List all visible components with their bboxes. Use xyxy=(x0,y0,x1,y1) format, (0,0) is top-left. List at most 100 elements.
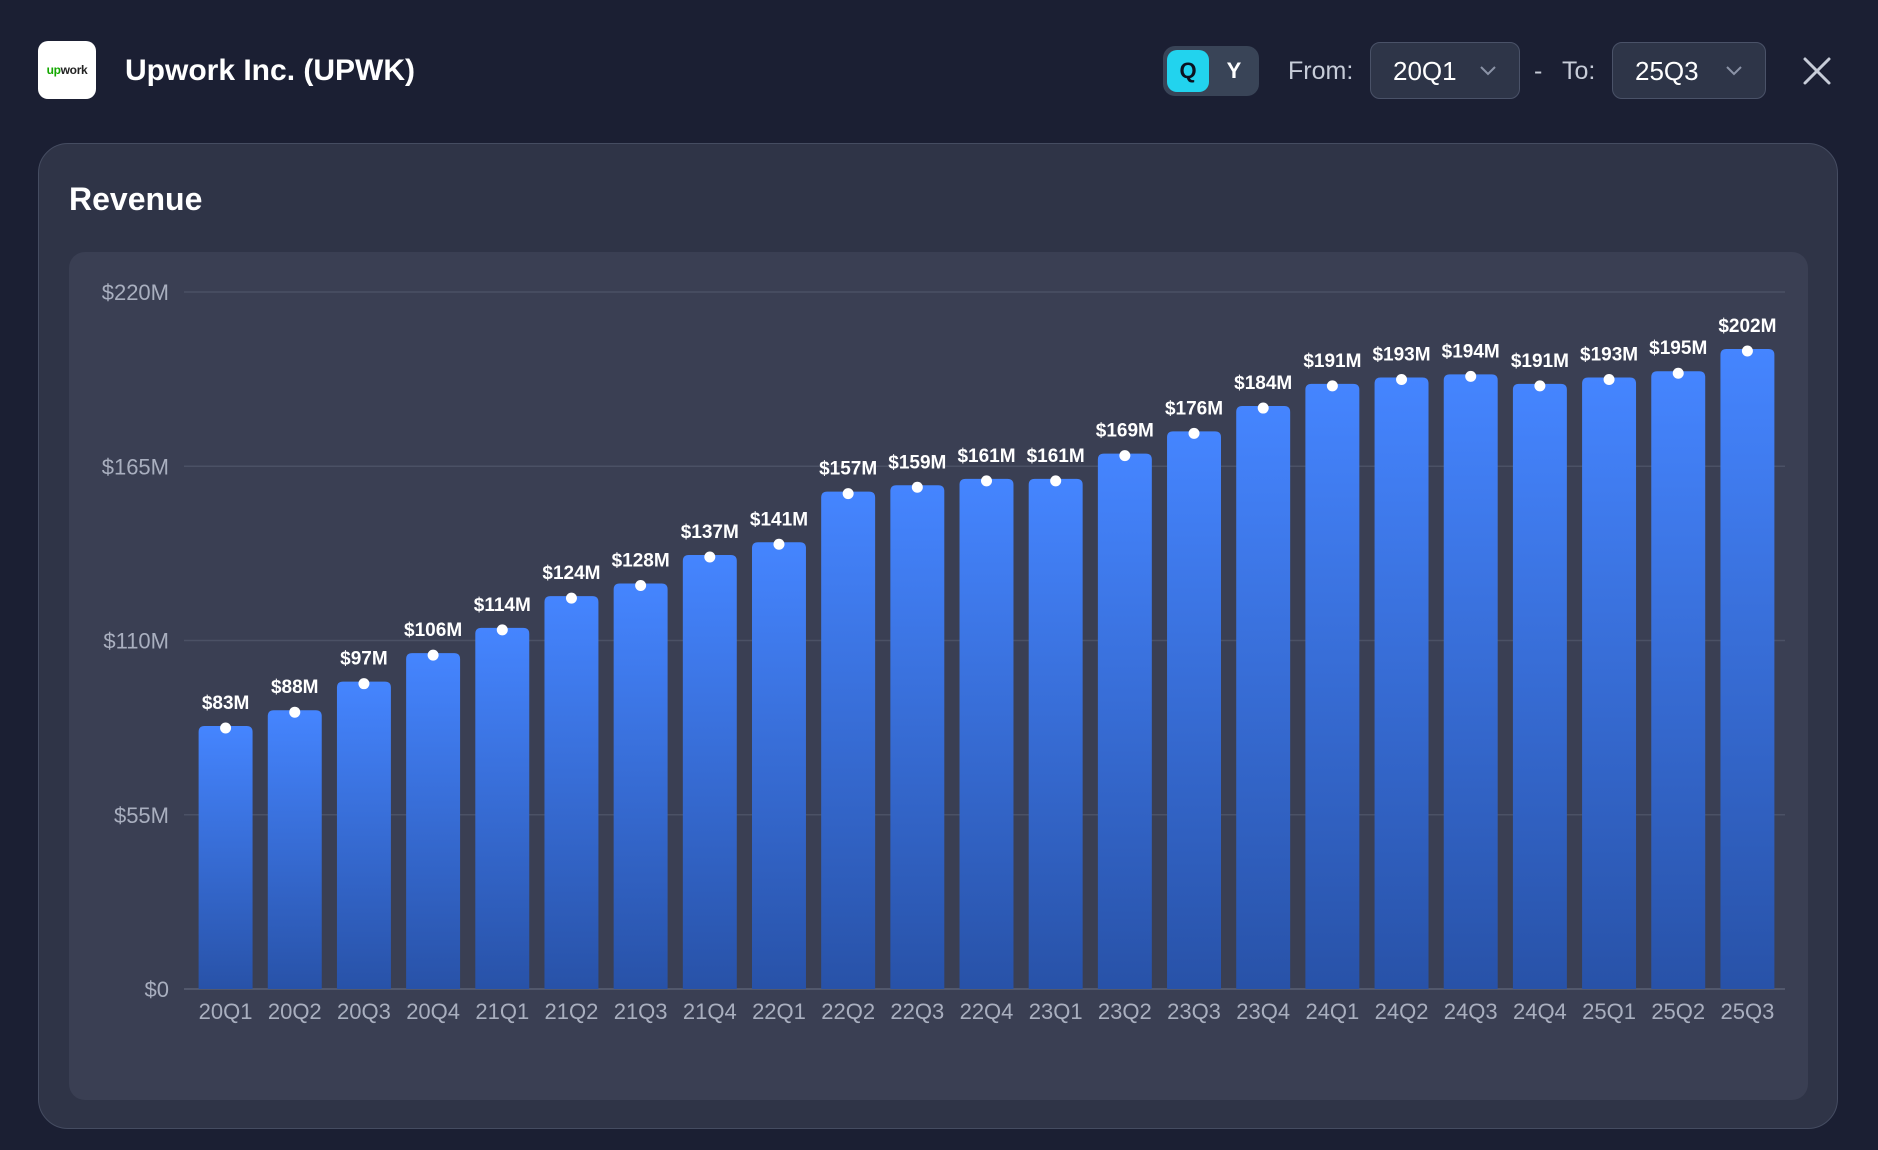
bar-point xyxy=(1188,427,1200,439)
bar-point xyxy=(981,475,992,487)
bar-point xyxy=(358,678,370,690)
x-tick-label: 23Q1 xyxy=(1029,999,1083,1024)
chevron-down-icon xyxy=(1726,66,1742,76)
bar xyxy=(613,583,668,989)
x-tick-label: 24Q2 xyxy=(1375,999,1429,1024)
y-tick-label: $0 xyxy=(145,977,169,1002)
bar-point xyxy=(1257,402,1269,414)
bar-point xyxy=(1050,475,1062,487)
data-label: $193M xyxy=(1580,345,1638,366)
range-separator: - xyxy=(1534,57,1543,85)
bar xyxy=(406,653,461,989)
toggle-yearly-button[interactable]: Y xyxy=(1226,58,1242,83)
bar-point xyxy=(1396,374,1408,386)
x-tick-label: 22Q3 xyxy=(890,999,944,1024)
data-label: $202M xyxy=(1718,316,1776,337)
chevron-down-icon xyxy=(1480,66,1496,76)
x-tick-label: 25Q2 xyxy=(1651,999,1705,1024)
x-tick-label: 22Q4 xyxy=(960,999,1014,1024)
company-title: Upwork Inc. (UPWK) xyxy=(125,54,415,87)
data-label: $194M xyxy=(1442,341,1500,362)
bar-point xyxy=(773,538,785,550)
to-select[interactable]: 25Q3 xyxy=(1612,42,1766,99)
bar xyxy=(1374,377,1429,989)
data-label: $97M xyxy=(340,649,388,670)
bar-point xyxy=(1603,374,1615,386)
bar-point xyxy=(1326,380,1338,392)
logo-text-work: work xyxy=(60,63,88,77)
bar-point xyxy=(635,579,647,591)
x-tick-label: 25Q3 xyxy=(1720,999,1774,1024)
data-label: $176M xyxy=(1165,398,1223,419)
x-tick-label: 21Q4 xyxy=(683,999,737,1024)
bar xyxy=(1720,349,1775,989)
to-label: To: xyxy=(1562,57,1596,85)
close-icon[interactable] xyxy=(1801,55,1833,87)
data-label: $106M xyxy=(404,620,462,641)
x-tick-label: 21Q1 xyxy=(475,999,529,1024)
y-tick-label: $110M xyxy=(103,629,169,654)
bar xyxy=(821,491,876,989)
bar xyxy=(1651,371,1706,989)
data-label: $114M xyxy=(474,595,531,616)
data-label: $128M xyxy=(612,550,670,571)
y-tick-label: $55M xyxy=(114,803,169,828)
bar xyxy=(1236,406,1291,989)
bar-point xyxy=(220,722,232,734)
bar-point xyxy=(565,592,577,604)
x-tick-label: 24Q4 xyxy=(1513,999,1567,1024)
x-tick-label: 21Q3 xyxy=(614,999,668,1024)
bar xyxy=(198,726,253,989)
data-label: $184M xyxy=(1234,373,1292,394)
x-tick-label: 20Q4 xyxy=(406,999,460,1024)
x-tick-label: 20Q3 xyxy=(337,999,391,1024)
bar xyxy=(1028,478,1083,989)
from-select[interactable]: 20Q1 xyxy=(1370,42,1520,99)
bar-point xyxy=(704,551,716,563)
x-tick-label: 25Q1 xyxy=(1582,999,1636,1024)
x-tick-label: 23Q3 xyxy=(1167,999,1221,1024)
data-label: $193M xyxy=(1372,345,1430,366)
data-label: $195M xyxy=(1649,338,1707,359)
x-tick-label: 20Q2 xyxy=(268,999,322,1024)
bar xyxy=(752,542,806,989)
from-label: From: xyxy=(1288,57,1354,85)
data-label: $191M xyxy=(1303,351,1361,372)
x-tick-label: 22Q2 xyxy=(821,999,875,1024)
data-label: $191M xyxy=(1511,351,1569,372)
bar xyxy=(890,485,945,989)
data-label: $88M xyxy=(271,677,319,698)
x-tick-label: 20Q1 xyxy=(199,999,253,1024)
x-tick-label: 23Q4 xyxy=(1236,999,1290,1024)
to-select-value: 25Q3 xyxy=(1635,56,1699,86)
bar-point xyxy=(1534,380,1546,392)
chart-panel: $0 $55M $110M $165M $220M $83M 20Q1 $88M 20Q2 $97… xyxy=(69,252,1808,1100)
from-select-value: 20Q1 xyxy=(1393,56,1457,86)
bar xyxy=(1097,453,1152,989)
data-label: $161M xyxy=(957,446,1015,467)
toggle-quarterly-button[interactable]: Q xyxy=(1167,50,1209,92)
revenue-bar-chart: $0 $55M $110M $165M $220M $83M 20Q1 $88M 20Q2 $97… xyxy=(102,280,1785,1024)
x-tick-label: 24Q3 xyxy=(1444,999,1498,1024)
bar-point xyxy=(1741,345,1753,357)
bar-point xyxy=(1465,370,1477,382)
bar xyxy=(1305,383,1360,989)
bar-point xyxy=(427,649,439,661)
bar xyxy=(1167,431,1221,989)
bar xyxy=(959,478,1014,989)
data-label: $141M xyxy=(750,509,808,530)
y-tick-label: $220M xyxy=(102,280,169,305)
bar-point xyxy=(842,488,854,500)
bar xyxy=(267,710,322,989)
data-label: $137M xyxy=(681,522,739,543)
company-logo: up work xyxy=(38,41,96,99)
bar-point xyxy=(289,706,301,718)
y-tick-label: $165M xyxy=(102,454,169,479)
data-label: $159M xyxy=(888,452,946,473)
x-tick-label: 23Q2 xyxy=(1098,999,1152,1024)
bar-point xyxy=(911,481,923,493)
bar xyxy=(682,554,737,989)
bar-point xyxy=(1119,450,1131,462)
bar xyxy=(475,627,530,989)
x-tick-label: 22Q1 xyxy=(752,999,806,1024)
